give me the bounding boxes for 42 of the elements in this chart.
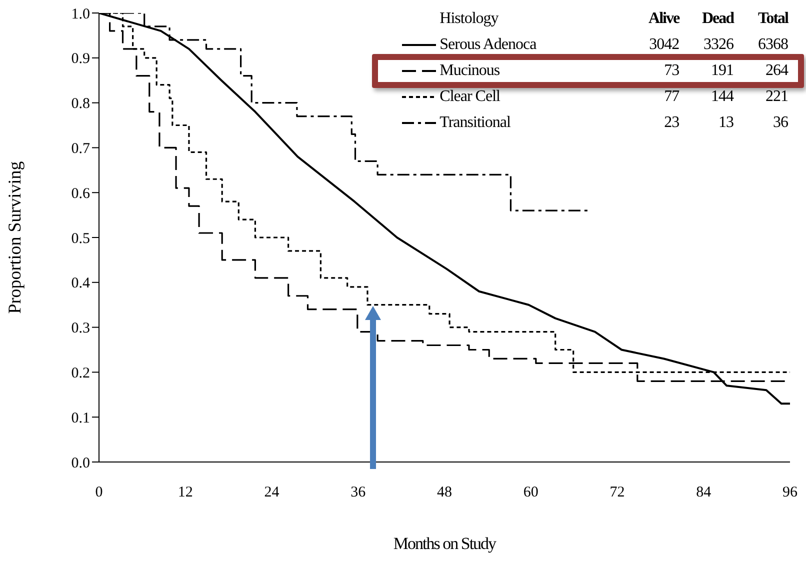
y-axis-title: Proportion Surviving bbox=[4, 161, 24, 314]
legend-label: Mucinous bbox=[440, 62, 501, 80]
annotation: 73 bbox=[663, 62, 680, 80]
annotation: Dead bbox=[700, 10, 734, 28]
y-tick-label: 0.4 bbox=[71, 276, 90, 292]
x-tick-label: 12 bbox=[178, 484, 193, 501]
annotation: 191 bbox=[710, 62, 734, 80]
annotation: 221 bbox=[764, 88, 788, 106]
annotation: 264 bbox=[764, 62, 788, 80]
legend-label: Serous Adenoca bbox=[440, 36, 538, 54]
annotation: 77 bbox=[663, 88, 680, 106]
annotation: Alive bbox=[648, 10, 680, 28]
x-tick-label: 72 bbox=[610, 484, 625, 501]
x-tick-label: 0 bbox=[95, 484, 103, 501]
x-tick-label: 36 bbox=[350, 484, 366, 501]
y-tick-label: 0.8 bbox=[71, 96, 90, 112]
annotation: 36 bbox=[772, 114, 788, 132]
annotation: Total bbox=[757, 10, 788, 28]
y-tick-label: 0.7 bbox=[71, 141, 90, 158]
legend-label: Clear Cell bbox=[440, 88, 502, 106]
x-axis-title: Months on Study bbox=[393, 534, 498, 553]
annotation: 13 bbox=[718, 114, 734, 132]
annotation: 3042 bbox=[648, 36, 680, 54]
legend-title: Histology bbox=[440, 10, 500, 28]
x-tick-label: 24 bbox=[264, 484, 280, 501]
y-tick-label: 0.3 bbox=[71, 320, 90, 337]
annotation: 3326 bbox=[702, 36, 734, 54]
x-tick-label: 48 bbox=[437, 484, 452, 501]
y-tick-label: 0.5 bbox=[71, 230, 90, 247]
x-tick-label: 84 bbox=[696, 484, 712, 501]
y-tick-label: 0.1 bbox=[71, 410, 90, 426]
x-tick-label: 60 bbox=[523, 484, 538, 501]
annotation: 144 bbox=[710, 88, 734, 106]
x-tick-label: 96 bbox=[782, 484, 798, 501]
y-tick-label: 0.9 bbox=[71, 51, 90, 68]
y-tick-label: 0.6 bbox=[71, 186, 90, 202]
legend-label: Transitional bbox=[440, 114, 512, 132]
annotation: 6368 bbox=[756, 36, 788, 54]
annotation: 23 bbox=[663, 114, 680, 132]
y-tick-label: 1.0 bbox=[71, 6, 90, 22]
y-tick-label: 0.0 bbox=[71, 455, 90, 472]
y-tick-label: 0.2 bbox=[71, 366, 90, 382]
